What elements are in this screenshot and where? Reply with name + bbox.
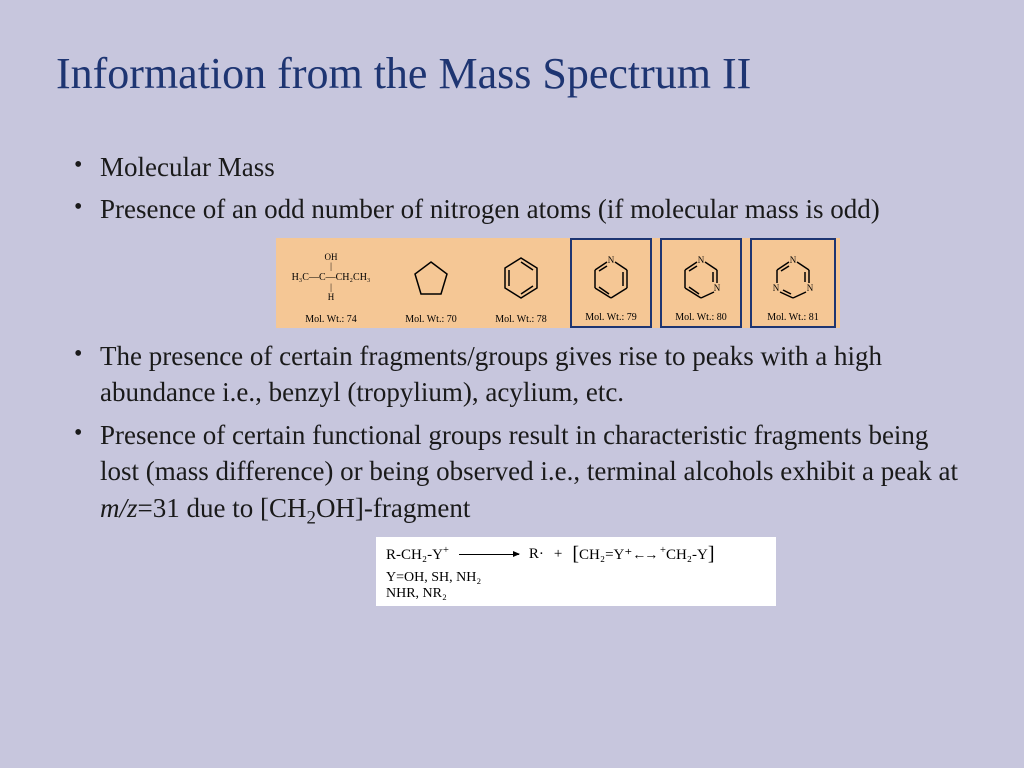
mol-structure-alcohol: OH | H₃C—C—CH₂CH₃ | H <box>282 242 380 314</box>
mol-cell-2: Mol. Wt.: 78 <box>476 238 566 328</box>
mol-label-0: Mol. Wt.: 74 <box>305 314 356 325</box>
slide-title: Information from the Mass Spectrum II <box>56 48 968 99</box>
svg-text:N: N <box>773 283 780 293</box>
slide: Information from the Mass Spectrum II Mo… <box>0 0 1024 646</box>
equation-y-def: Y=OH, SH, NH₂ NHR, NR₂ <box>386 570 766 602</box>
triazine-icon: N N N <box>758 244 828 312</box>
bullet-4: Presence of certain functional groups re… <box>66 417 968 531</box>
mol-cell-1: Mol. Wt.: 70 <box>386 238 476 328</box>
pyrimidine-icon: N N <box>668 244 734 312</box>
mol-label-1: Mol. Wt.: 70 <box>405 314 456 325</box>
molecule-strip: OH | H₃C—C—CH₂CH₃ | H Mol. Wt.: 74 Mol. … <box>276 238 840 328</box>
svg-text:N: N <box>608 255 615 265</box>
mol-cell-0: OH | H₃C—C—CH₂CH₃ | H Mol. Wt.: 74 <box>276 238 386 328</box>
mol-label-5: Mol. Wt.: 81 <box>767 312 818 323</box>
svg-text:N: N <box>698 255 705 265</box>
bullet-3: The presence of certain fragments/groups… <box>66 338 968 411</box>
svg-text:N: N <box>807 283 814 293</box>
benzene-icon <box>482 242 560 314</box>
bullet-2: Presence of an odd number of nitrogen at… <box>66 191 968 227</box>
mol-cell-4: N N Mol. Wt.: 80 <box>660 238 742 328</box>
mol-label-3: Mol. Wt.: 79 <box>585 312 636 323</box>
equation-strip: R-CH₂-Y+ R· + CH₂=Y⁺←→ +CH₂-Y Y=OH, SH, … <box>376 537 776 606</box>
equation-line: R-CH₂-Y+ R· + CH₂=Y⁺←→ +CH₂-Y <box>386 543 766 566</box>
mol-cell-5: N N N Mol. Wt.: 81 <box>750 238 836 328</box>
mol-cell-3: N Mol. Wt.: 79 <box>570 238 652 328</box>
arrow-icon <box>459 554 519 555</box>
cyclopentane-icon <box>392 242 470 314</box>
svg-text:N: N <box>714 283 721 293</box>
pyridine-icon: N <box>578 244 644 312</box>
bullet-list: Molecular Mass Presence of an odd number… <box>56 149 968 606</box>
mol-label-2: Mol. Wt.: 78 <box>495 314 546 325</box>
bullet-1: Molecular Mass <box>66 149 968 185</box>
svg-text:N: N <box>790 255 797 265</box>
mol-label-4: Mol. Wt.: 80 <box>675 312 726 323</box>
